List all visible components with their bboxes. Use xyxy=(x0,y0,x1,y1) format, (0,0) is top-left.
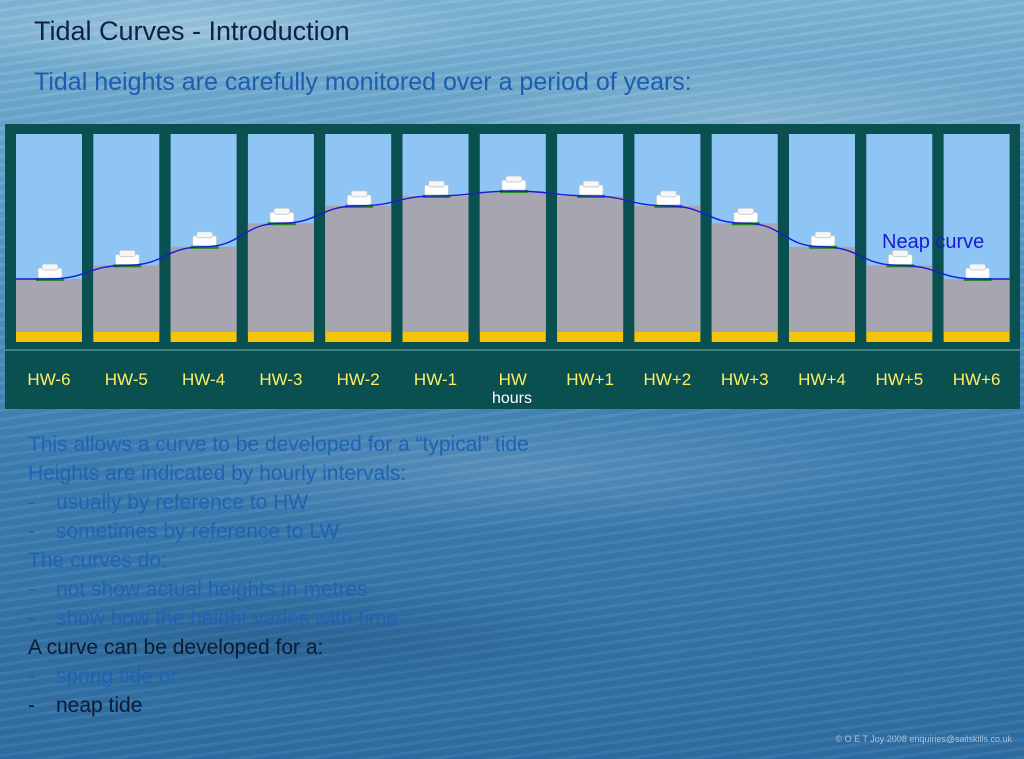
bullet-dash: - xyxy=(28,694,35,717)
seabed-strip xyxy=(866,332,933,342)
water-column xyxy=(402,195,469,332)
hour-label: HW+3 xyxy=(720,370,769,389)
hour-label: HW+2 xyxy=(643,370,692,389)
label-divider xyxy=(5,349,1020,351)
water-column xyxy=(711,223,778,332)
hour-label: HW-2 xyxy=(336,370,380,389)
bullet-dash: - xyxy=(28,607,35,630)
tidal-columns-graphic xyxy=(5,134,1020,351)
note-line: - spring tide or xyxy=(28,662,529,691)
seabed-strip xyxy=(479,332,546,342)
note-line: A curve can be developed for a: xyxy=(28,633,529,662)
bullet-dash: - xyxy=(28,520,35,543)
hour-label: HW+6 xyxy=(952,370,1001,389)
note-text: neap tide xyxy=(56,694,143,717)
slide-title: Tidal Curves - Introduction xyxy=(34,16,350,46)
boat-cabin-icon xyxy=(118,249,136,257)
bullet-dash: - xyxy=(28,578,35,601)
boat-cabin-icon xyxy=(505,175,523,183)
hour-label: HW xyxy=(498,370,527,389)
water-column xyxy=(634,205,701,332)
boat-cabin-icon xyxy=(196,231,214,239)
water-column xyxy=(943,279,1010,332)
boat-cabin-icon xyxy=(273,207,291,215)
boat-cabin-icon xyxy=(814,231,832,239)
boat-cabin-icon xyxy=(428,180,445,188)
note-text: usually by reference to HW xyxy=(56,491,309,514)
hour-label: HW+1 xyxy=(566,370,614,389)
hour-label: HW-5 xyxy=(104,370,148,389)
copyright-notice: © O E T Joy 2008 enquiries@sailskills.co… xyxy=(835,734,1012,744)
seabed-strip xyxy=(16,332,82,342)
water-column xyxy=(557,195,624,332)
note-line: - neap tide xyxy=(28,691,529,720)
boat-cabin-icon xyxy=(969,263,986,271)
note-text: Heights are indicated by hourly interval… xyxy=(28,462,407,485)
boat-cabin-icon xyxy=(891,249,909,257)
water-column xyxy=(789,246,855,332)
seabed-strip xyxy=(93,332,160,342)
hour-label: HW-3 xyxy=(259,370,303,389)
note-text: A curve can be developed for a: xyxy=(28,636,324,659)
note-text: show how the height varies with time xyxy=(56,607,398,630)
hour-label: HW-6 xyxy=(27,370,71,389)
note-line: - not show actual heights in metres xyxy=(28,575,529,604)
boat-cabin-icon xyxy=(582,180,600,188)
water-column xyxy=(866,265,933,332)
water-column xyxy=(93,265,160,332)
boat-cabin-icon xyxy=(350,190,368,198)
seabed-strip xyxy=(402,332,469,342)
boat-cabin-icon xyxy=(737,207,755,215)
hours-axis-label: hours xyxy=(491,390,533,407)
seabed-strip xyxy=(325,332,392,342)
hour-label: HW+4 xyxy=(798,370,846,389)
hour-label: HW+5 xyxy=(875,370,924,389)
note-line: The curves do: xyxy=(28,546,529,575)
seabed-strip xyxy=(557,332,624,342)
water-column xyxy=(247,223,314,332)
water-column xyxy=(16,279,82,332)
seabed-strip xyxy=(789,332,855,342)
note-line: This allows a curve to be developed for … xyxy=(28,430,529,459)
note-text: The curves do: xyxy=(28,549,167,572)
water-column xyxy=(479,191,546,332)
water-column xyxy=(325,205,392,332)
slide-subtitle: Tidal heights are carefully monitored ov… xyxy=(34,68,692,96)
note-line: - usually by reference to HW xyxy=(28,488,529,517)
explanation-notes: This allows a curve to be developed for … xyxy=(28,430,529,720)
boat-cabin-icon xyxy=(41,263,59,271)
tidal-height-diagram: Neap curve hours HW-6 HW-5 HW-4 HW-3 HW-2 HW-… xyxy=(5,124,1020,409)
note-line: - show how the height varies with time xyxy=(28,604,529,633)
seabed-strip xyxy=(170,332,237,342)
neap-curve-label: Neap curve xyxy=(882,231,985,253)
note-text: sometimes by reference to LW xyxy=(56,520,340,543)
seabed-strip xyxy=(943,332,1010,342)
boat-cabin-icon xyxy=(660,190,677,198)
note-line: Heights are indicated by hourly interval… xyxy=(28,459,529,488)
hour-label: HW-1 xyxy=(413,370,458,389)
bullet-dash: - xyxy=(28,491,35,514)
note-text: This allows a curve to be developed for … xyxy=(28,433,529,456)
hour-label: HW-4 xyxy=(182,370,226,389)
seabed-strip xyxy=(634,332,701,342)
note-text: spring tide or xyxy=(56,665,178,688)
note-line: - sometimes by reference to LW xyxy=(28,517,529,546)
seabed-strip xyxy=(247,332,314,342)
bullet-dash: - xyxy=(28,665,35,688)
neap-curve-line xyxy=(16,190,1010,280)
seabed-strip xyxy=(711,332,778,342)
note-text: not show actual heights in metres xyxy=(56,578,368,601)
water-column xyxy=(170,246,237,332)
